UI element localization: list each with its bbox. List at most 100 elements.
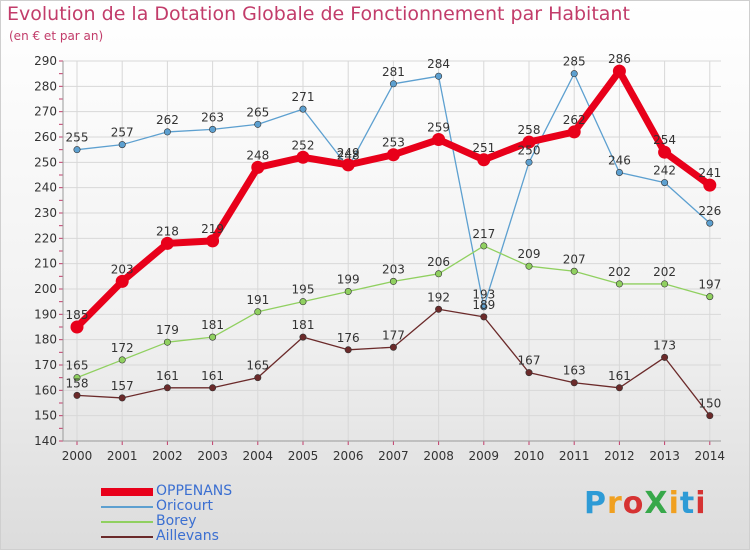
data-point-aillevans — [480, 313, 488, 321]
data-point-oppenans — [160, 236, 174, 250]
data-label-aillevans: 165 — [246, 359, 269, 373]
data-point-aillevans — [570, 379, 578, 387]
data-label-oricourt: 248 — [337, 148, 360, 162]
data-point-borey — [525, 262, 533, 270]
data-label-oppenans: 262 — [563, 113, 586, 127]
data-point-aillevans — [435, 305, 443, 313]
data-point-aillevans — [615, 384, 623, 392]
y-tick-label: 200 — [34, 282, 57, 296]
data-label-aillevans: 192 — [427, 290, 450, 304]
data-label-aillevans: 158 — [66, 376, 89, 390]
legend-label: Oricourt — [156, 498, 214, 514]
data-point-oricourt — [525, 158, 533, 166]
data-label-oppenans: 253 — [382, 136, 405, 150]
y-tick-label: 160 — [34, 383, 57, 397]
x-tick-label: 2014 — [695, 449, 726, 463]
data-point-aillevans — [389, 343, 397, 351]
data-point-oppenans — [567, 125, 581, 139]
data-label-borey: 217 — [472, 227, 495, 241]
data-point-oricourt — [570, 70, 578, 78]
y-tick-label: 150 — [34, 409, 57, 423]
data-label-oppenans: 259 — [427, 121, 450, 135]
logo-letter: o — [622, 486, 645, 521]
data-point-oricourt — [163, 128, 171, 136]
data-point-aillevans — [209, 384, 217, 392]
data-label-oppenans: 249 — [337, 146, 360, 160]
data-label-aillevans: 161 — [201, 369, 224, 383]
data-point-aillevans — [73, 391, 81, 399]
data-point-borey — [661, 280, 669, 288]
logo-letter: X — [644, 486, 669, 521]
data-label-borey: 206 — [427, 255, 450, 269]
data-label-borey: 165 — [66, 359, 89, 373]
logo-letter: i — [668, 486, 680, 521]
data-point-borey — [615, 280, 623, 288]
data-point-aillevans — [299, 333, 307, 341]
data-point-oricourt — [299, 105, 307, 113]
data-point-oppenans — [386, 148, 400, 162]
data-point-oppenans — [477, 153, 491, 167]
data-label-oppenans: 185 — [66, 308, 89, 322]
data-point-borey — [73, 374, 81, 382]
data-point-oppenans — [115, 274, 129, 288]
data-point-borey — [480, 242, 488, 250]
data-point-oricourt — [661, 179, 669, 187]
data-point-oppenans — [612, 64, 626, 78]
data-label-oppenans: 251 — [472, 141, 495, 155]
data-point-borey — [254, 308, 262, 316]
x-tick-label: 2007 — [378, 449, 409, 463]
data-point-oricourt — [73, 146, 81, 154]
data-label-oppenans: 252 — [292, 138, 315, 152]
data-label-aillevans: 167 — [518, 354, 541, 368]
logo-letter: i — [695, 486, 707, 521]
logo-letter: t — [679, 486, 696, 521]
data-label-oricourt: 242 — [653, 164, 676, 178]
data-point-borey — [163, 338, 171, 346]
data-point-aillevans — [163, 384, 171, 392]
data-point-oricourt — [254, 120, 262, 128]
data-point-aillevans — [344, 346, 352, 354]
data-label-oricourt: 226 — [698, 204, 721, 218]
legend-swatch — [101, 506, 153, 508]
legend-label: OPPENANS — [156, 483, 233, 499]
x-tick-label: 2004 — [243, 449, 274, 463]
data-point-borey — [209, 333, 217, 341]
y-tick-label: 230 — [34, 206, 57, 220]
data-point-oricourt — [615, 168, 623, 176]
y-tick-label: 280 — [34, 79, 57, 93]
x-tick-label: 2003 — [197, 449, 228, 463]
data-point-borey — [118, 356, 126, 364]
data-label-oricourt: 255 — [66, 131, 89, 145]
data-label-aillevans: 161 — [608, 369, 631, 383]
y-tick-label: 250 — [34, 155, 57, 169]
data-label-aillevans: 177 — [382, 328, 405, 342]
data-point-aillevans — [254, 374, 262, 382]
legend-swatch — [101, 521, 153, 523]
data-point-oricourt — [209, 125, 217, 133]
legend-label: Borey — [156, 513, 197, 529]
data-label-oppenans: 286 — [608, 52, 631, 66]
data-label-oricourt: 281 — [382, 65, 405, 79]
data-label-aillevans: 163 — [563, 364, 586, 378]
x-tick-label: 2010 — [514, 449, 545, 463]
data-label-borey: 209 — [518, 247, 541, 261]
data-point-aillevans — [706, 412, 714, 420]
data-point-borey — [389, 277, 397, 285]
data-point-oricourt — [118, 141, 126, 149]
y-tick-label: 260 — [34, 130, 57, 144]
logo-letter: r — [607, 486, 623, 521]
data-point-aillevans — [661, 353, 669, 361]
y-tick-label: 270 — [34, 105, 57, 119]
data-point-oppenans — [432, 133, 446, 147]
data-point-oppenans — [341, 158, 355, 172]
x-tick-label: 2008 — [423, 449, 454, 463]
data-label-oricourt: 246 — [608, 153, 631, 167]
data-point-borey — [570, 267, 578, 275]
data-point-oppenans — [70, 320, 84, 334]
legend-swatch — [101, 536, 153, 538]
x-tick-label: 2011 — [559, 449, 590, 463]
data-label-aillevans: 181 — [292, 318, 315, 332]
data-label-aillevans: 150 — [698, 397, 721, 411]
